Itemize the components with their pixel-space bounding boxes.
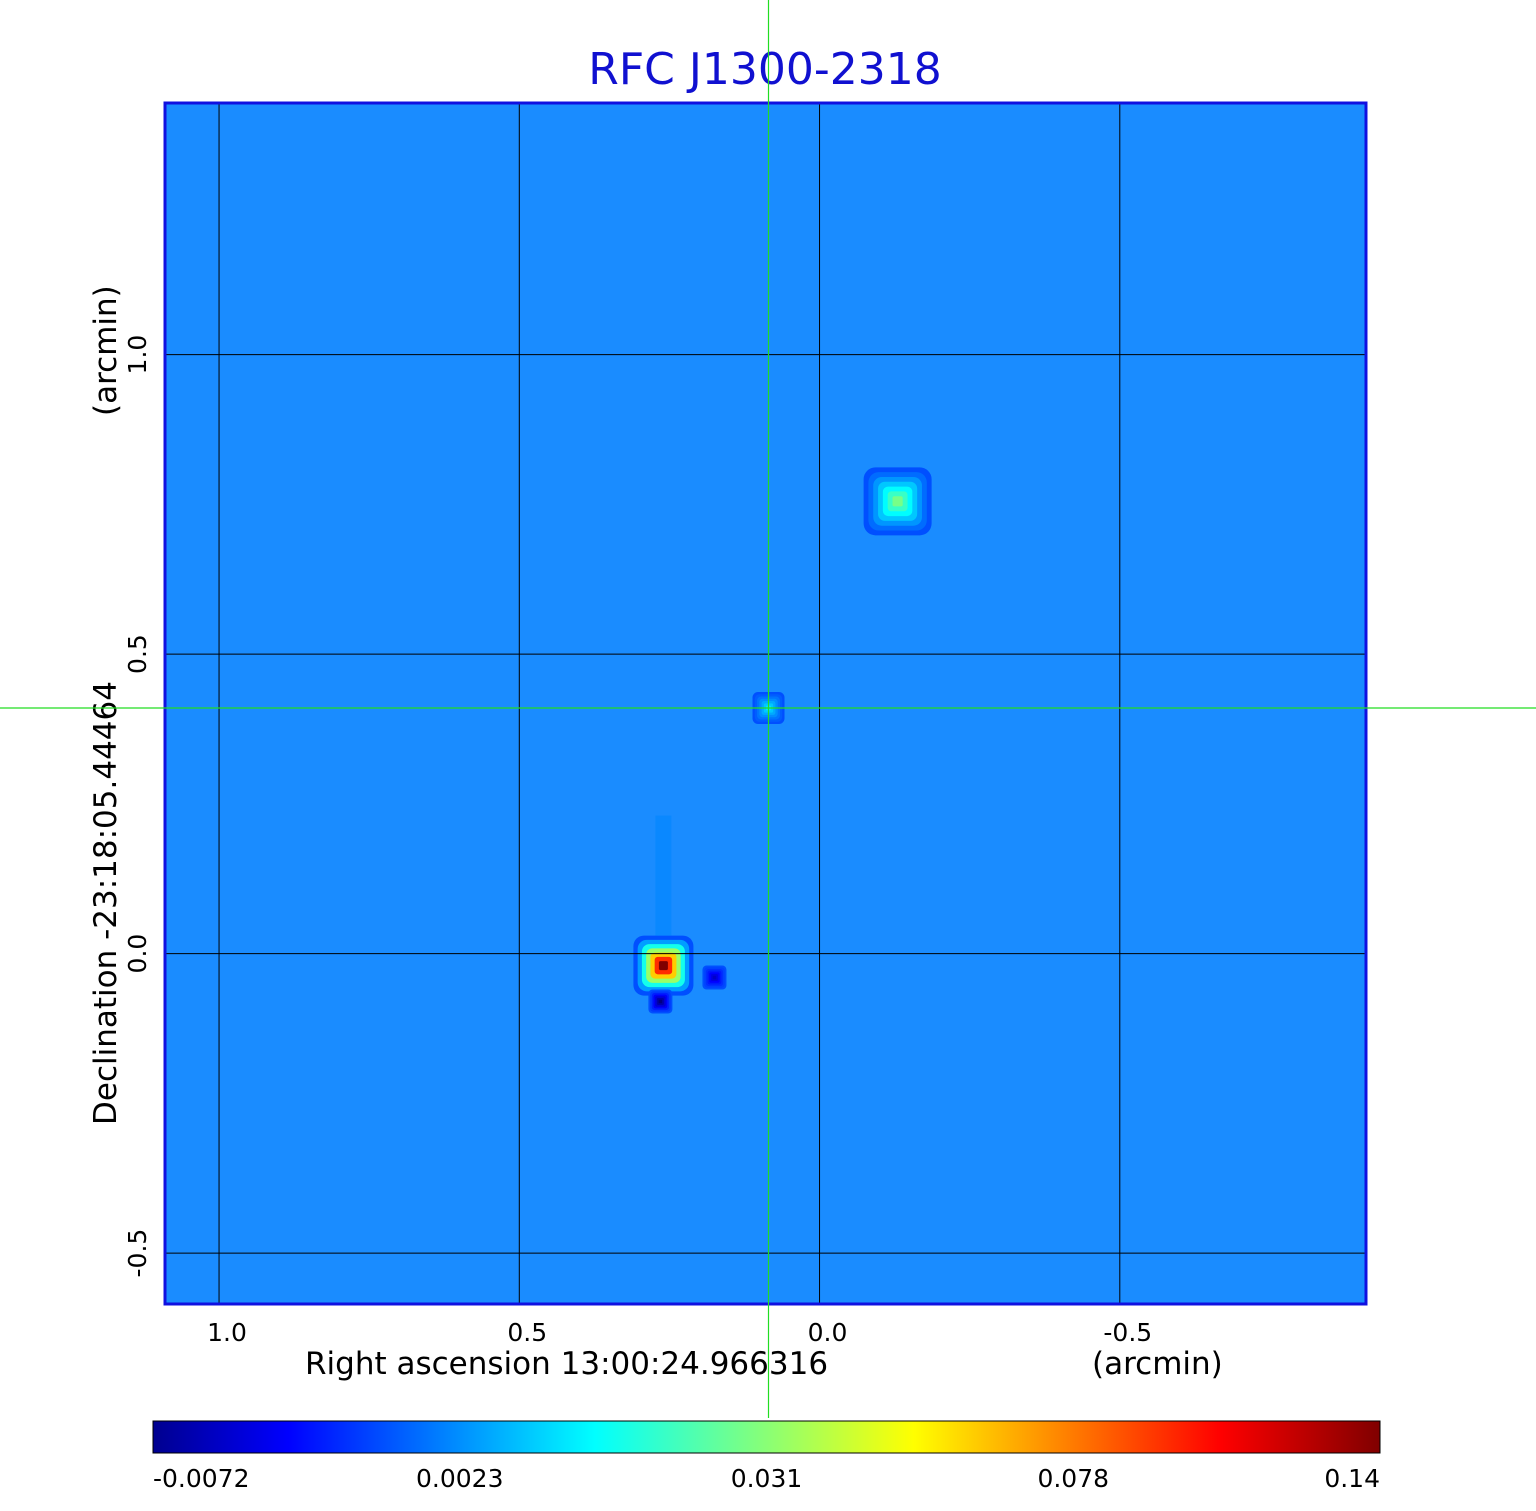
y-tick-labels: 1.0 0.5 0.0 -0.5: [123, 335, 152, 1278]
colorbar-tick-label: 0.078: [1037, 1464, 1109, 1493]
y-axis-label: Declination -23:18:05.44464: [88, 681, 124, 1125]
chart-title: RFC J1300-2318: [588, 44, 941, 95]
source-intensity-cell: [658, 961, 668, 971]
source-intensity-cell: [658, 999, 663, 1004]
y-tick-label: 1.0: [123, 335, 152, 375]
x-tick-label: 0.0: [808, 1318, 848, 1347]
colorbar-tick-labels: -0.0072 0.0023 0.031 0.078 0.14: [153, 1464, 1380, 1493]
y-tick-label: 0.0: [123, 934, 152, 974]
colorbar: [152, 1420, 1381, 1454]
x-tick-labels: 1.0 0.5 0.0 -0.5: [207, 1318, 1152, 1347]
colorbar-tick-label: -0.0072: [153, 1464, 250, 1493]
x-axis-label: Right ascension 13:00:24.966316: [305, 1346, 828, 1382]
colorbar-tick-label: 0.031: [731, 1464, 803, 1493]
x-axis-unit: (arcmin): [1092, 1346, 1223, 1382]
plot-frame: [163, 101, 1368, 1306]
x-tick-label: -0.5: [1103, 1318, 1152, 1347]
negative-sidelobe: [648, 989, 673, 1014]
x-tick-label: 1.0: [207, 1318, 247, 1347]
coordinate-grid: [165, 103, 1366, 1304]
radio-source: [633, 935, 694, 996]
source-intensity-cell: [892, 496, 903, 507]
y-axis-unit: (arcmin): [88, 285, 124, 416]
radio-source: [863, 467, 932, 536]
sidelobe-streak: [655, 815, 672, 936]
y-tick-label: -0.5: [123, 1229, 152, 1278]
source-layer: [633, 467, 932, 1014]
colorbar-tick-label: 0.0023: [416, 1464, 503, 1493]
colorbar-tick-label: 0.14: [1324, 1464, 1380, 1493]
y-tick-label: 0.5: [123, 634, 152, 674]
plot-area: [165, 103, 1366, 1304]
source-intensity-cell: [712, 975, 717, 980]
negative-sidelobe: [702, 965, 727, 990]
x-tick-label: 0.5: [507, 1318, 547, 1347]
